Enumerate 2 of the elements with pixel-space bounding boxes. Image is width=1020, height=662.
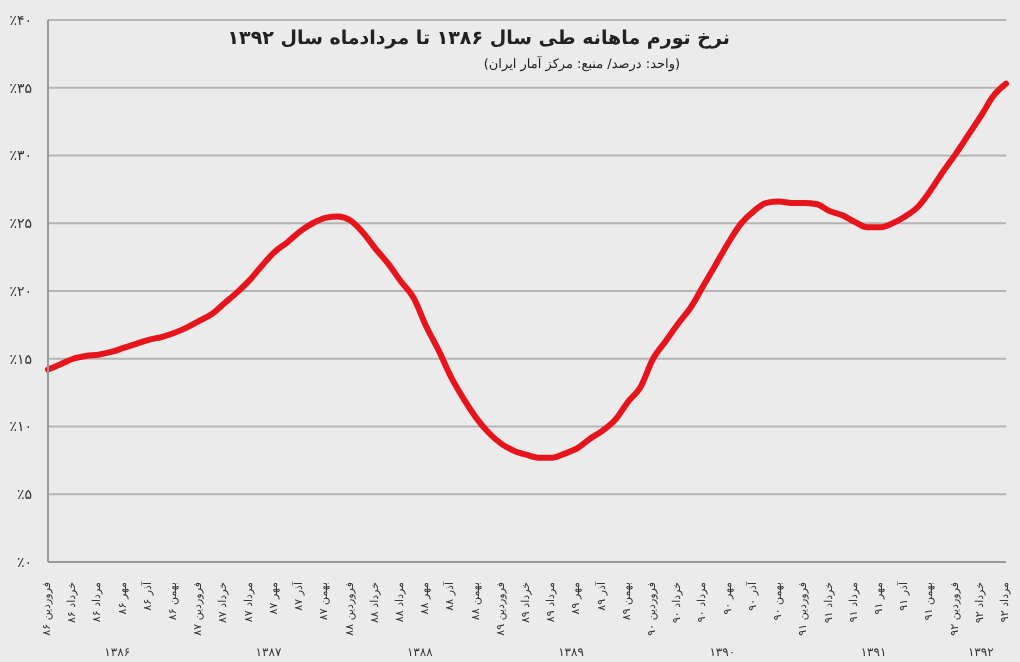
line-series <box>45 80 1009 461</box>
chart-title: نرخ تورم ماهانه طی سال ۱۳۸۶ تا مردادماه سال ۱۳۹۲ <box>227 28 730 50</box>
